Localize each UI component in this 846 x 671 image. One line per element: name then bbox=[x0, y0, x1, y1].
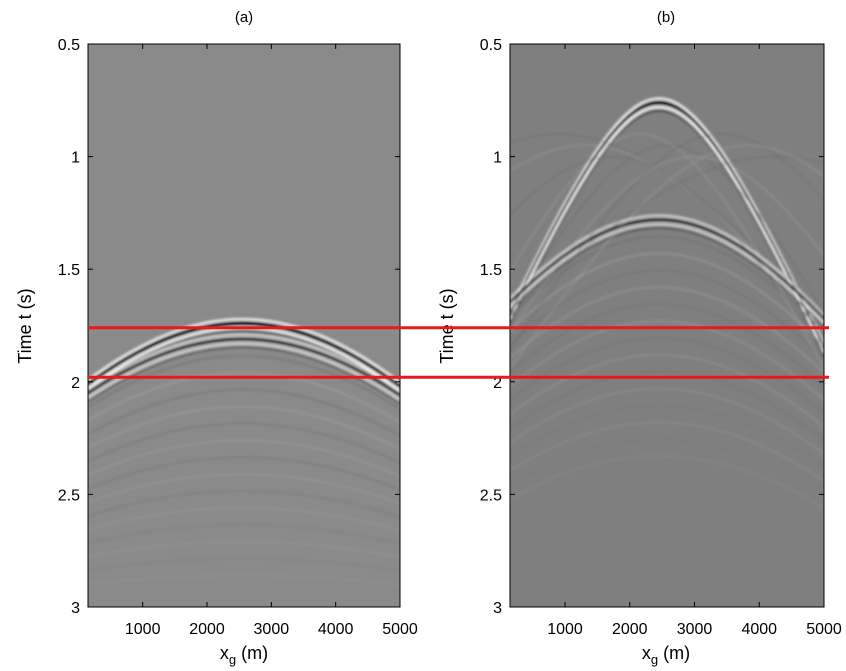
panel-b-ytick-label: 2 bbox=[493, 375, 502, 392]
panel-b-noise-arc bbox=[510, 421, 824, 482]
panel-a-ytick-label: 3 bbox=[71, 600, 80, 617]
panel-b-event-wavelet bbox=[510, 109, 824, 357]
panel-a-noise-arc bbox=[88, 507, 400, 532]
panel-b-diffraction-arc bbox=[510, 144, 824, 315]
panel-b-noise-arc bbox=[510, 235, 824, 333]
panel-b-diffraction-arc bbox=[510, 156, 824, 351]
panel-b-xlabel-unit: (m) bbox=[663, 643, 690, 663]
panel-a-noise-arc bbox=[88, 574, 400, 586]
panel-a-ytick-label: 2.5 bbox=[58, 487, 80, 504]
panel-b-diffraction-arc bbox=[510, 133, 824, 369]
panel-b-ticks: 0.5 1 1.5 2 2.5 3 1000 2000 3000 4000 5000 bbox=[480, 37, 842, 638]
panel-a-xtick-label: 3000 bbox=[254, 621, 290, 638]
panel-b-xtick-label: 1000 bbox=[547, 621, 583, 638]
panel-a-xlabel-unit: (m) bbox=[241, 643, 268, 663]
panel-a-event-wavelet bbox=[88, 346, 400, 404]
panel-b-noise-arc bbox=[510, 354, 824, 428]
panel-a-events bbox=[88, 318, 400, 586]
panel-a-xlabel-sub: g bbox=[229, 652, 236, 667]
panel-b-noise-arc bbox=[510, 387, 824, 455]
panel-a-event-wavelet bbox=[88, 342, 400, 401]
panel-b: (b) 0.5 1 1.5 2 2.5 3 1000 2000 3000 4000 5000 Tim… bbox=[437, 9, 842, 667]
panel-b-event-wavelet bbox=[510, 227, 824, 328]
panel-b-frame bbox=[509, 43, 825, 608]
panel-b-noise-arc bbox=[510, 455, 824, 509]
panel-b-diffraction-arc bbox=[510, 144, 824, 369]
panel-b-noise-arc bbox=[510, 320, 824, 401]
panel-b-event-wavelet bbox=[510, 100, 824, 349]
panel-b-xlabel: xg (m) bbox=[642, 643, 690, 667]
panel-a-noise-arc bbox=[88, 355, 400, 410]
panel-b-event-wavelet bbox=[510, 97, 824, 345]
panel-a-event-wavelet bbox=[88, 318, 400, 384]
panel-a-xtick-label: 2000 bbox=[189, 621, 225, 638]
panel-b-xlabel-sub: g bbox=[651, 652, 658, 667]
panel-a-seismic bbox=[88, 318, 400, 586]
panel-a-title: (a) bbox=[235, 9, 253, 26]
panel-a-noise-arc bbox=[88, 372, 400, 423]
panel-b-diffraction-arc bbox=[510, 133, 824, 351]
panel-a-xlabel-main: x bbox=[220, 643, 229, 663]
panel-b-event-wavelet bbox=[510, 214, 824, 316]
panel-b-diffraction-arc bbox=[510, 156, 824, 333]
panel-a-ytick-label: 0.5 bbox=[58, 37, 80, 54]
panel-b-events bbox=[510, 97, 824, 509]
panel-b-background bbox=[510, 44, 824, 607]
panel-a-frame bbox=[87, 43, 401, 608]
panel-a-event-wavelet bbox=[88, 337, 400, 397]
panel-a-noise-arc bbox=[88, 456, 400, 491]
reference-lines bbox=[88, 326, 829, 379]
panel-b-noise-arc bbox=[510, 252, 824, 347]
panel-b-ytick-label: 0.5 bbox=[480, 37, 502, 54]
panel-a-ticks: 0.5 1 1.5 2 2.5 3 1000 2000 3000 4000 5000 bbox=[58, 37, 418, 638]
panel-a-ylabel: Time t (s) bbox=[15, 288, 35, 363]
panel-b-diffraction-arc bbox=[510, 156, 824, 315]
panel-a-noise-arc bbox=[88, 524, 400, 545]
panel-b-event-wavelet bbox=[510, 218, 824, 320]
panel-b-ylabel: Time t (s) bbox=[437, 288, 457, 363]
panel-b-ytick-label: 1.5 bbox=[480, 262, 502, 279]
panel-b-noise-arc bbox=[510, 303, 824, 387]
panel-b-xtick-label: 4000 bbox=[741, 621, 777, 638]
panel-b-noise-arc bbox=[510, 370, 824, 442]
panel-b-xtick-label: 5000 bbox=[806, 621, 842, 638]
panel-a-ytick-label: 1.5 bbox=[58, 262, 80, 279]
panel-b-noise-arc bbox=[510, 438, 824, 496]
panel-a-noise-arc bbox=[88, 439, 400, 478]
panel-b-ytick-label: 2.5 bbox=[480, 487, 502, 504]
panel-a-noise-arc bbox=[88, 540, 400, 559]
panel-a-event-wavelet bbox=[88, 333, 400, 393]
panel-a-ytick-label: 1 bbox=[71, 150, 80, 167]
panel-a-noise-arc bbox=[88, 473, 400, 505]
panel-b-noise-arc bbox=[510, 337, 824, 414]
panel-b-seismic bbox=[510, 97, 824, 509]
panel-b-xtick-label: 3000 bbox=[677, 621, 713, 638]
panel-b-title: (b) bbox=[657, 9, 675, 26]
panel-b-noise-arc bbox=[510, 404, 824, 469]
panel-a-ytick-label: 2 bbox=[71, 375, 80, 392]
panel-a-xtick-label: 4000 bbox=[318, 621, 354, 638]
panel-a-noise-arc bbox=[88, 557, 400, 572]
panel-a-noise-arc bbox=[88, 490, 400, 518]
panel-b-noise-arc bbox=[510, 269, 824, 360]
panel-a-event-wavelet bbox=[88, 321, 400, 388]
panel-b-xtick-label: 2000 bbox=[612, 621, 648, 638]
panel-a-xlabel: xg (m) bbox=[220, 643, 268, 667]
panel-a-noise-arc bbox=[88, 388, 400, 437]
panel-b-xlabel-main: x bbox=[642, 643, 651, 663]
panel-b-ytick-label: 3 bbox=[493, 600, 502, 617]
panel-a-noise-arc bbox=[88, 422, 400, 464]
panel-a-xtick-label: 5000 bbox=[382, 621, 418, 638]
panel-b-ytick-label: 1 bbox=[493, 150, 502, 167]
panel-a-xtick-label: 1000 bbox=[125, 621, 161, 638]
panel-b-event-wavelet bbox=[510, 105, 824, 354]
panel-a-noise-arc bbox=[88, 405, 400, 451]
panel-a-background bbox=[88, 44, 400, 607]
panel-a: (a) 0.5 1 1.5 2 2.5 3 1000 2000 3000 4000 5000 Tim… bbox=[15, 9, 418, 667]
panel-b-noise-arc bbox=[510, 286, 824, 374]
